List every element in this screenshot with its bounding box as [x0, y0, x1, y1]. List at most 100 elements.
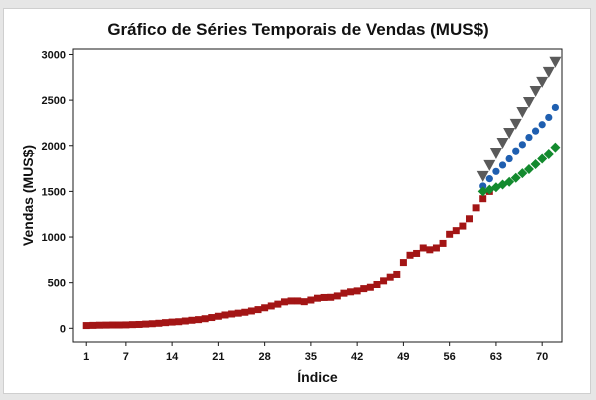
data-point [380, 277, 388, 285]
y-tick-label: 500 [48, 278, 66, 290]
y-tick-label: 2000 [42, 141, 66, 153]
data-point [300, 298, 308, 306]
data-point [168, 318, 176, 326]
data-point [485, 175, 493, 183]
data-point [545, 113, 553, 122]
x-axis: 1 7 14 21 28 35 42 49 56 63 70 [83, 342, 548, 363]
data-point [413, 249, 421, 257]
data-point [267, 302, 275, 310]
data-point [504, 176, 515, 187]
data-point [536, 76, 549, 88]
y-tick-label: 0 [60, 323, 66, 335]
data-point [551, 103, 559, 112]
data-point [274, 300, 282, 308]
series-3 [477, 142, 561, 197]
data-point [393, 270, 401, 278]
data-point [155, 319, 163, 327]
x-tick-label: 70 [536, 351, 548, 363]
data-point [115, 321, 123, 329]
data-point [525, 133, 533, 142]
data-point [228, 310, 236, 318]
chart-figure [3, 8, 591, 394]
x-tick-label: 35 [305, 351, 317, 363]
data-point [294, 297, 302, 305]
data-point [234, 309, 242, 317]
data-point [353, 287, 361, 295]
data-point [254, 306, 262, 314]
data-point [347, 288, 355, 296]
data-point [518, 141, 526, 149]
data-point [510, 172, 521, 183]
data-point [95, 321, 103, 329]
data-point [201, 315, 209, 323]
x-axis-label: Índice [297, 369, 338, 385]
data-point [109, 321, 117, 329]
data-point [439, 239, 447, 247]
x-tick-label: 21 [212, 351, 224, 363]
data-point [333, 292, 341, 300]
x-tick-label: 14 [166, 351, 179, 363]
data-point [148, 320, 156, 328]
data-point [181, 317, 189, 325]
data-point [492, 167, 500, 175]
series-2 [479, 103, 559, 190]
data-point [214, 312, 222, 320]
data-point [406, 251, 414, 259]
data-point [509, 118, 522, 130]
data-point [517, 168, 528, 179]
series-4 [476, 56, 562, 182]
y-axis: 0 500 1000 1500 2000 2500 3000 [42, 49, 73, 335]
data-point [426, 246, 434, 254]
data-point [82, 322, 90, 330]
data-point [386, 273, 394, 281]
x-tick-label: 1 [83, 351, 89, 363]
data-point [195, 316, 203, 324]
data-point [446, 230, 454, 238]
data-point [498, 161, 507, 169]
data-point [175, 318, 183, 326]
x-tick-label: 56 [444, 351, 456, 363]
data-point [529, 85, 542, 97]
data-point [122, 321, 130, 329]
data-point [366, 283, 374, 291]
data-point [516, 106, 529, 118]
data-point [538, 121, 546, 129]
y-tick-label: 1500 [42, 186, 66, 198]
data-point [489, 148, 502, 160]
y-tick-label: 2500 [42, 95, 66, 107]
data-point [314, 294, 321, 302]
data-point [135, 320, 143, 328]
data-point [241, 308, 249, 316]
data-marks [82, 56, 562, 330]
data-point [530, 159, 541, 170]
data-point [505, 154, 513, 163]
data-point [261, 304, 269, 312]
data-point [102, 321, 110, 329]
x-tick-label: 28 [259, 351, 271, 363]
data-point [479, 195, 487, 203]
data-point [89, 321, 97, 329]
data-point [221, 311, 229, 319]
data-point [476, 170, 489, 182]
x-tick-label: 49 [397, 351, 409, 363]
data-point [459, 222, 467, 230]
data-point [162, 319, 170, 327]
data-point [373, 280, 381, 288]
x-tick-label: 42 [351, 351, 363, 363]
chart-title: Gráfico de Séries Temporais de Vendas (M… [107, 20, 489, 39]
data-point [550, 142, 561, 153]
data-point [340, 289, 348, 297]
data-point [531, 127, 540, 135]
data-point [479, 182, 487, 190]
x-tick-label: 63 [490, 351, 502, 363]
data-point [128, 321, 136, 329]
data-point [523, 164, 534, 175]
data-point [549, 56, 562, 68]
data-point [247, 307, 255, 315]
data-point [542, 66, 555, 78]
data-point [399, 259, 407, 267]
data-point [327, 293, 335, 301]
series-1 [82, 187, 493, 330]
data-point [452, 227, 460, 235]
